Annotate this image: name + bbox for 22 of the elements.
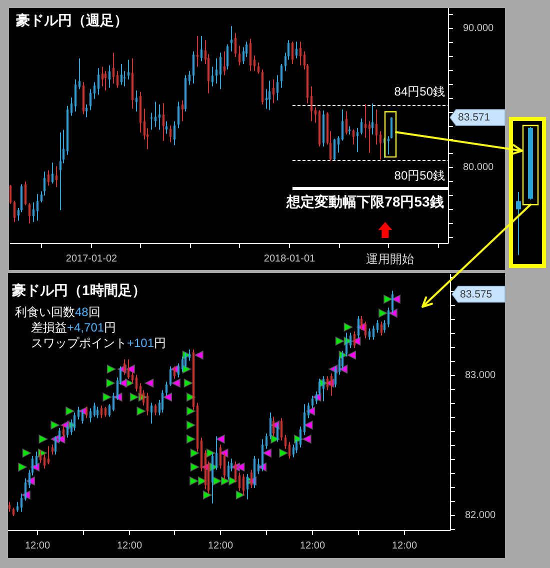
annotation: スワップポイント+101円 xyxy=(31,336,166,350)
annotation: 差損益+4,701円 xyxy=(31,320,116,334)
x-tick-label: 2017-01-02 xyxy=(66,254,118,264)
text: 豪ドル円（1時間足） xyxy=(11,282,146,298)
x-tick-label: 12:00 xyxy=(300,540,326,552)
text: 83.571 xyxy=(458,112,490,124)
y-tick-label: 80.000 xyxy=(463,162,494,173)
ref-line-label: 80円50銭 xyxy=(394,168,445,182)
y-tick-label: 83.000 xyxy=(465,370,496,381)
text: 83.575 xyxy=(460,288,492,300)
text: 運用開始 xyxy=(366,252,414,266)
x-tick-label: 2018-01-01 xyxy=(264,254,316,264)
x-tick-label: 12:00 xyxy=(116,540,142,552)
y-tick-label: 90.000 xyxy=(463,23,494,34)
ref-line-label: 想定変動幅下限78円53銭 xyxy=(286,194,444,210)
ref-line-label: 84円50銭 xyxy=(394,84,445,98)
x-tick-label: 12:00 xyxy=(24,540,50,552)
chart-title: 豪ドル円（週足） xyxy=(15,12,128,28)
y-tick-label: 82.000 xyxy=(465,510,496,521)
x-tick-label: 12:00 xyxy=(208,540,234,552)
x-tick-label: 12:00 xyxy=(392,540,418,552)
annotation: 利食い回数48回 xyxy=(15,305,100,319)
